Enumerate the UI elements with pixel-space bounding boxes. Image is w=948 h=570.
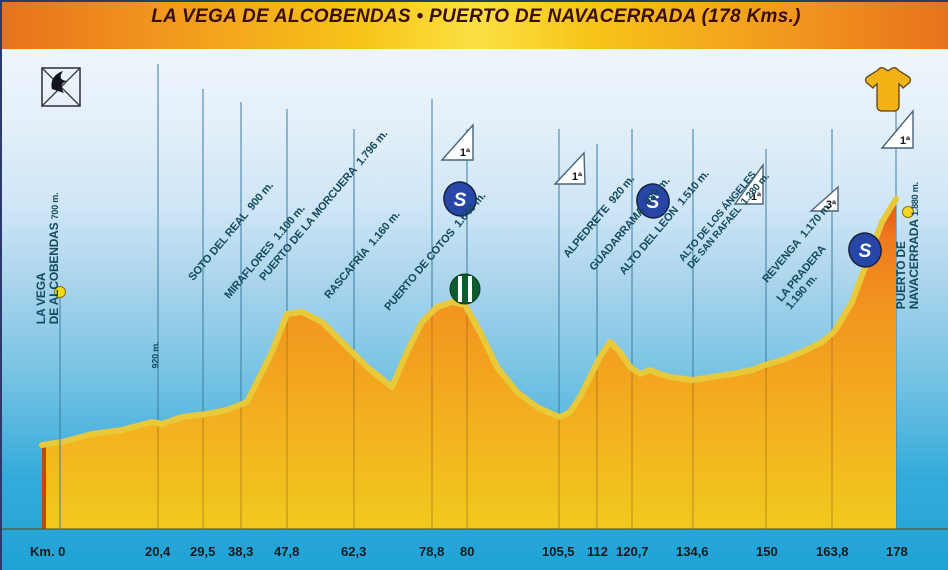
svg-text:1ª: 1ª (900, 135, 911, 147)
svg-text:1ª: 1ª (572, 171, 583, 183)
svg-text:S: S (859, 241, 872, 262)
svg-text:1ª: 1ª (460, 147, 471, 159)
